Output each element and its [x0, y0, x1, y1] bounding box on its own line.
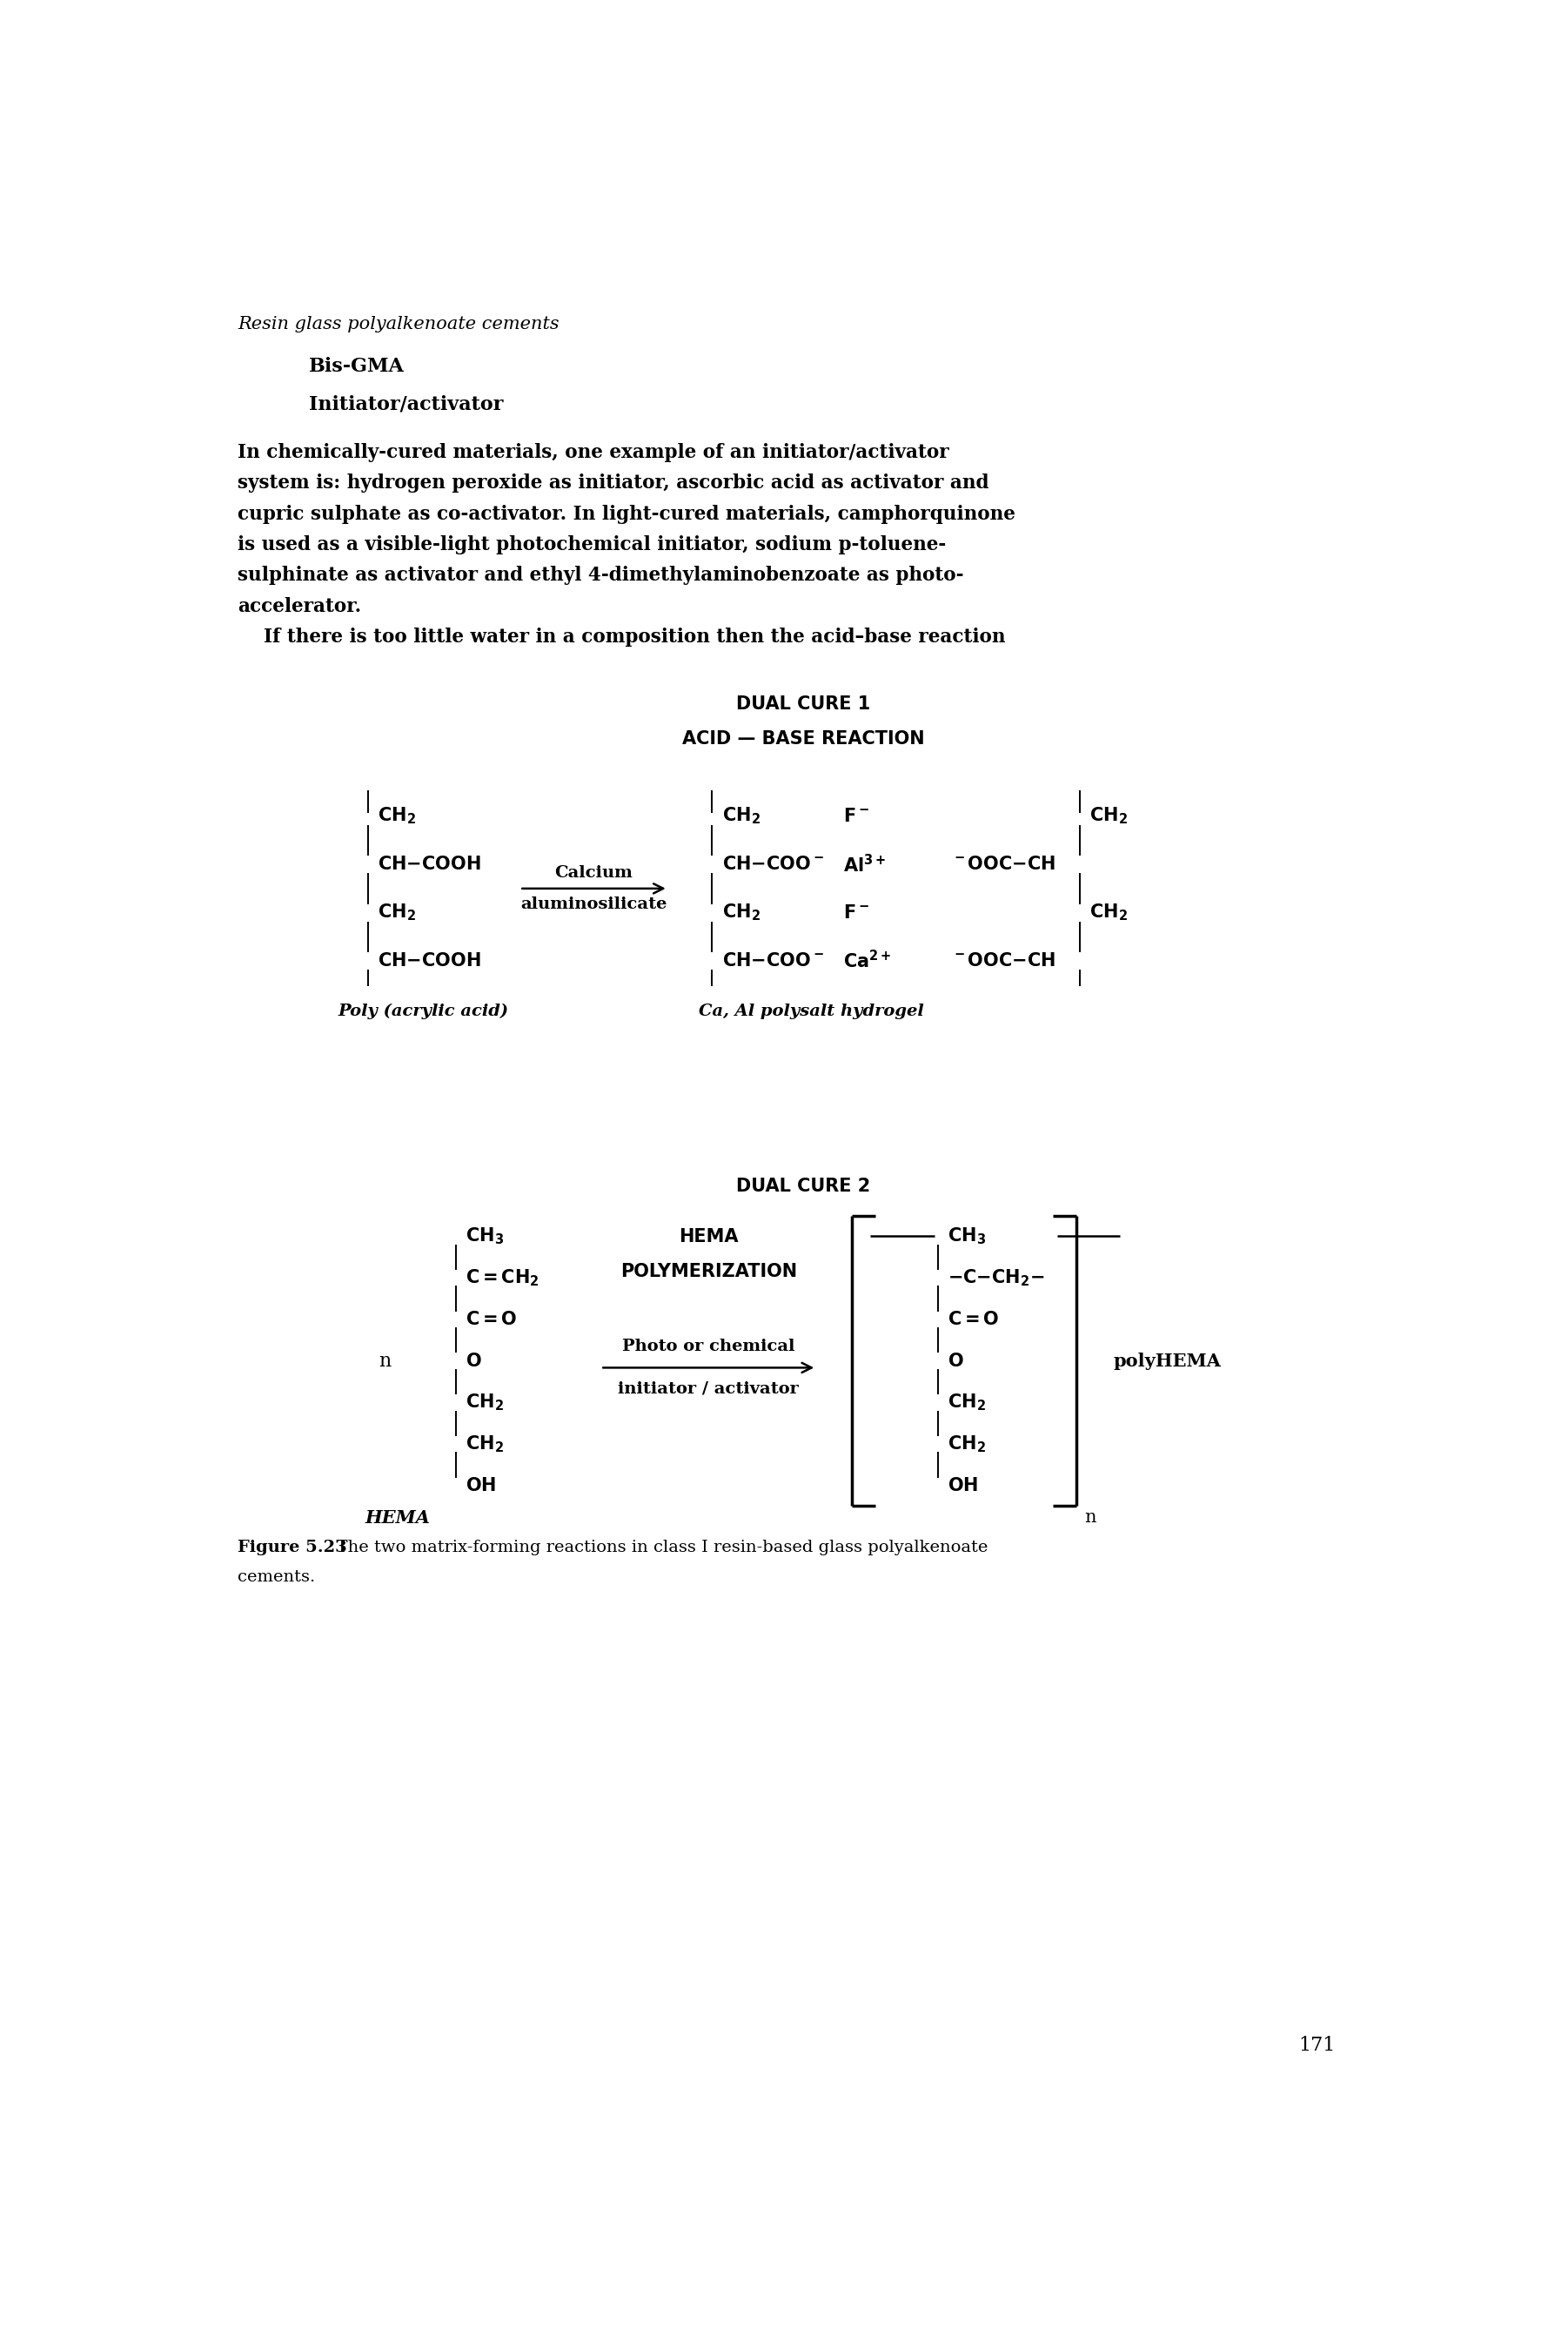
Text: Resin glass polyalkenoate cements: Resin glass polyalkenoate cements: [238, 315, 560, 331]
Text: $\mathbf{CH_2}$: $\mathbf{CH_2}$: [466, 1391, 503, 1412]
Text: $\mathbf{CH_2}$: $\mathbf{CH_2}$: [466, 1434, 503, 1455]
Text: Photo or chemical: Photo or chemical: [622, 1339, 795, 1354]
Text: $\mathbf{O}$: $\mathbf{O}$: [949, 1351, 964, 1370]
Text: cupric sulphate as co-activator. In light-cured materials, camphorquinone: cupric sulphate as co-activator. In ligh…: [238, 505, 1016, 524]
Text: $\mathbf{F^-}$: $\mathbf{F^-}$: [844, 905, 870, 921]
Text: $\mathbf{OH}$: $\mathbf{OH}$: [949, 1476, 978, 1495]
Text: Calcium: Calcium: [555, 865, 633, 881]
Text: 171: 171: [1298, 2035, 1336, 2054]
Text: n: n: [1083, 1509, 1096, 1525]
Text: $\mathbf{CH{-}COOH}$: $\mathbf{CH{-}COOH}$: [378, 952, 481, 971]
Text: POLYMERIZATION: POLYMERIZATION: [619, 1264, 797, 1281]
Text: $\mathbf{OH}$: $\mathbf{OH}$: [466, 1476, 497, 1495]
Text: $\mathbf{CH_3}$: $\mathbf{CH_3}$: [466, 1227, 503, 1246]
Text: $\mathbf{CH_2}$: $\mathbf{CH_2}$: [378, 902, 416, 924]
Text: The two matrix-forming reactions in class I resin-based glass polyalkenoate: The two matrix-forming reactions in clas…: [326, 1539, 988, 1556]
Text: DUAL CURE 1: DUAL CURE 1: [737, 696, 870, 712]
Text: $\mathbf{F^-}$: $\mathbf{F^-}$: [844, 808, 870, 825]
Text: $\mathbf{^-OOC{-}CH}$: $\mathbf{^-OOC{-}CH}$: [952, 855, 1055, 874]
Text: Poly (acrylic acid): Poly (acrylic acid): [337, 1003, 508, 1020]
Text: polyHEMA: polyHEMA: [1113, 1351, 1221, 1370]
Text: $\mathbf{CH_2}$: $\mathbf{CH_2}$: [1090, 806, 1127, 827]
Text: $\mathbf{Ca^{2+}}$: $\mathbf{Ca^{2+}}$: [844, 949, 892, 973]
Text: $\mathbf{CH_3}$: $\mathbf{CH_3}$: [949, 1227, 986, 1246]
Text: $\mathbf{^-OOC{-}CH}$: $\mathbf{^-OOC{-}CH}$: [952, 952, 1055, 971]
Text: cements.: cements.: [238, 1570, 315, 1586]
Text: ACID — BASE REACTION: ACID — BASE REACTION: [682, 731, 925, 747]
Text: system is: hydrogen peroxide as initiator, ascorbic acid as activator and: system is: hydrogen peroxide as initiato…: [238, 475, 989, 494]
Text: $\mathbf{CH{-}COOH}$: $\mathbf{CH{-}COOH}$: [378, 855, 481, 874]
Text: $\mathbf{Al^{3+}}$: $\mathbf{Al^{3+}}$: [844, 853, 886, 874]
Text: $\mathbf{CH_2}$: $\mathbf{CH_2}$: [721, 902, 760, 924]
Text: $\mathbf{CH_2}$: $\mathbf{CH_2}$: [378, 806, 416, 827]
Text: $\mathbf{CH_2}$: $\mathbf{CH_2}$: [949, 1434, 986, 1455]
Text: $\mathbf{C{=}O}$: $\mathbf{C{=}O}$: [466, 1311, 517, 1328]
Text: $\mathbf{O}$: $\mathbf{O}$: [466, 1351, 481, 1370]
Text: Figure 5.23: Figure 5.23: [238, 1539, 347, 1556]
Text: initiator / activator: initiator / activator: [618, 1382, 800, 1396]
Text: $\mathbf{CH_2}$: $\mathbf{CH_2}$: [1090, 902, 1127, 924]
Text: Ca, Al polysalt hydrogel: Ca, Al polysalt hydrogel: [698, 1003, 924, 1020]
Text: HEMA: HEMA: [365, 1509, 430, 1528]
Text: is used as a visible-light photochemical initiator, sodium p-toluene-: is used as a visible-light photochemical…: [238, 536, 947, 555]
Text: $\mathbf{CH_2}$: $\mathbf{CH_2}$: [949, 1391, 986, 1412]
Text: $\mathbf{C{=}CH_2}$: $\mathbf{C{=}CH_2}$: [466, 1267, 539, 1288]
Text: n: n: [378, 1351, 390, 1370]
Text: If there is too little water in a composition then the acid–base reaction: If there is too little water in a compos…: [238, 627, 1005, 646]
Text: $\mathbf{{-}C{-}CH_2{-}}$: $\mathbf{{-}C{-}CH_2{-}}$: [949, 1267, 1044, 1288]
Text: $\mathbf{CH_2}$: $\mathbf{CH_2}$: [721, 806, 760, 827]
Text: $\mathbf{C{=}O}$: $\mathbf{C{=}O}$: [949, 1311, 1000, 1328]
Text: DUAL CURE 2: DUAL CURE 2: [737, 1177, 870, 1194]
Text: In chemically-cured materials, one example of an initiator/activator: In chemically-cured materials, one examp…: [238, 442, 949, 463]
Text: accelerator.: accelerator.: [238, 597, 362, 616]
Text: HEMA: HEMA: [679, 1229, 739, 1246]
Text: $\mathbf{CH{-}COO^-}$: $\mathbf{CH{-}COO^-}$: [721, 855, 823, 874]
Text: Bis-GMA: Bis-GMA: [309, 357, 405, 376]
Text: aluminosilicate: aluminosilicate: [521, 898, 666, 912]
Text: $\mathbf{CH{-}COO^-}$: $\mathbf{CH{-}COO^-}$: [721, 952, 823, 971]
Text: sulphinate as activator and ethyl 4-dimethylaminobenzoate as photo-: sulphinate as activator and ethyl 4-dime…: [238, 566, 964, 585]
Text: Initiator/activator: Initiator/activator: [309, 395, 503, 414]
